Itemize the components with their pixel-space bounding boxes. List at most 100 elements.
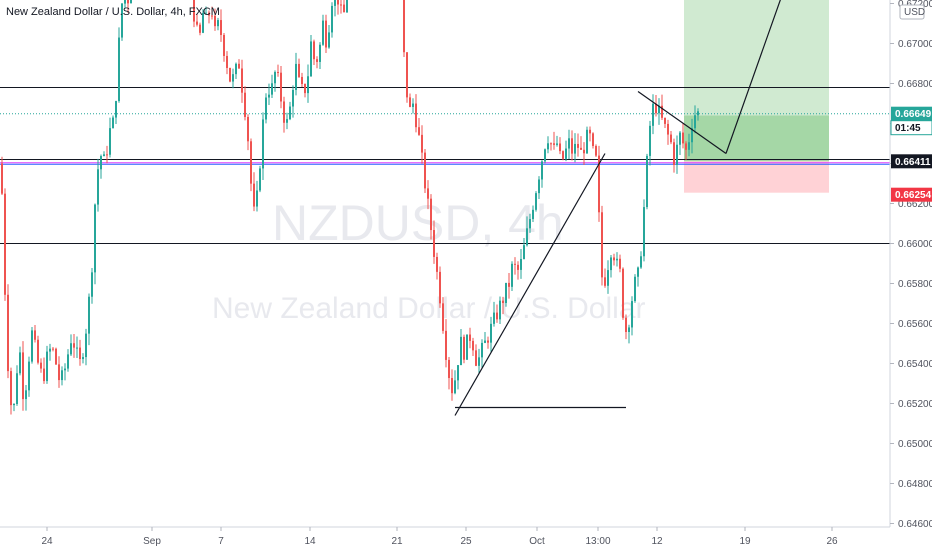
candle-body xyxy=(319,44,321,62)
candle-body xyxy=(508,282,510,287)
candle-body xyxy=(304,84,306,94)
candle-body xyxy=(637,267,639,277)
candle-body xyxy=(112,117,114,129)
candle-body xyxy=(691,128,693,143)
price-tick-label: 0.65200 xyxy=(898,399,932,410)
candle-body xyxy=(664,117,666,124)
price-tag-current: 0.66649 xyxy=(895,109,932,120)
price-tick-label: 0.65000 xyxy=(898,439,932,450)
candle-body xyxy=(619,258,621,269)
candle-body xyxy=(241,68,243,93)
candle-body xyxy=(316,59,318,62)
candle-body xyxy=(466,334,468,360)
candle-body xyxy=(685,143,687,150)
candle-body xyxy=(16,373,18,404)
candle-body xyxy=(283,101,285,123)
candle-body xyxy=(553,143,555,145)
candle-body xyxy=(421,134,423,153)
candle-body xyxy=(4,193,6,295)
candle-body xyxy=(559,143,561,152)
position-zones xyxy=(684,0,829,193)
candle-body xyxy=(673,142,675,165)
currency-badge[interactable]: USD xyxy=(899,4,925,20)
candle-body xyxy=(580,147,582,150)
watermark-name: New Zealand Dollar / U.S. Dollar xyxy=(212,292,646,325)
candle-body xyxy=(130,0,132,4)
time-tick-label: 13:00 xyxy=(585,536,610,547)
candle-body xyxy=(658,105,660,114)
candle-body xyxy=(217,20,219,27)
candle-body xyxy=(589,129,591,134)
candle-body xyxy=(238,63,240,69)
price-tag-line-box xyxy=(891,154,932,169)
price-tag-line: 0.66411 xyxy=(895,157,931,168)
price-tick-label: 0.66200 xyxy=(898,199,932,210)
candle-body xyxy=(253,183,255,207)
candle-body xyxy=(595,145,597,156)
candle-body xyxy=(451,378,453,394)
candle-body xyxy=(433,230,435,257)
price-tag-countdown-box xyxy=(890,120,932,136)
candle-body xyxy=(310,41,312,77)
candle-body xyxy=(73,343,75,348)
candle-body xyxy=(250,141,252,184)
candle-body xyxy=(82,357,84,360)
watermark-symbol: NZDUSD, 4h xyxy=(272,195,564,251)
time-tick-label: 26 xyxy=(826,536,838,547)
candle-body xyxy=(223,34,225,56)
candle-body xyxy=(469,334,471,341)
candle-body xyxy=(571,138,573,154)
candle-body xyxy=(247,116,249,142)
candle-body xyxy=(256,190,258,207)
stop-zone xyxy=(684,161,829,193)
candle-body xyxy=(649,125,651,156)
candle-body xyxy=(124,0,126,4)
price-tag-stop: 0.66254 xyxy=(895,190,932,201)
candle-body xyxy=(481,342,483,358)
candle-body xyxy=(574,143,576,154)
time-tick-label: 14 xyxy=(304,536,316,547)
time-tick-label: Sep xyxy=(143,536,161,547)
candle-body xyxy=(577,143,579,148)
candle-body xyxy=(613,257,615,261)
candle-body xyxy=(655,103,657,114)
candle-body xyxy=(532,209,534,220)
candle-body xyxy=(592,133,594,146)
price-tag-current-box xyxy=(891,106,932,121)
candle-body xyxy=(463,336,465,360)
candle-body xyxy=(97,169,99,205)
candle-body xyxy=(445,330,447,360)
candle-body xyxy=(343,4,345,13)
candle-body xyxy=(457,365,459,381)
time-axis[interactable]: 24 Sep 7 14 21 25 Oct 13:00 12 19 26 xyxy=(0,526,890,547)
candle-body xyxy=(541,161,543,180)
candle-body xyxy=(220,20,222,35)
candle-body xyxy=(514,263,516,265)
candle-body xyxy=(670,134,672,143)
candle-body xyxy=(346,0,348,13)
price-axis[interactable]: 0.680000.678000.676000.674000.672000.670… xyxy=(889,0,932,530)
candle-body xyxy=(64,368,66,371)
candle-body xyxy=(526,228,528,246)
candle-body xyxy=(679,132,681,145)
candle-body xyxy=(424,152,426,189)
chart-title: New Zealand Dollar / U.S. Dollar, 4h, FX… xyxy=(6,6,220,18)
candle-body xyxy=(1,163,3,194)
candle-body xyxy=(547,143,549,150)
candle-body xyxy=(418,127,420,135)
candle-body xyxy=(622,268,624,318)
candle-body xyxy=(562,151,564,159)
candle-body xyxy=(91,272,93,297)
candle-body xyxy=(565,148,567,159)
candle-body xyxy=(337,0,339,5)
profit-fill xyxy=(684,115,829,162)
candle-body xyxy=(7,294,9,372)
candle-body xyxy=(439,271,441,304)
candle-body xyxy=(697,111,699,116)
candle-body xyxy=(70,343,72,355)
candle-body xyxy=(100,156,102,170)
candle-body xyxy=(667,123,669,135)
candle-body xyxy=(529,219,531,229)
